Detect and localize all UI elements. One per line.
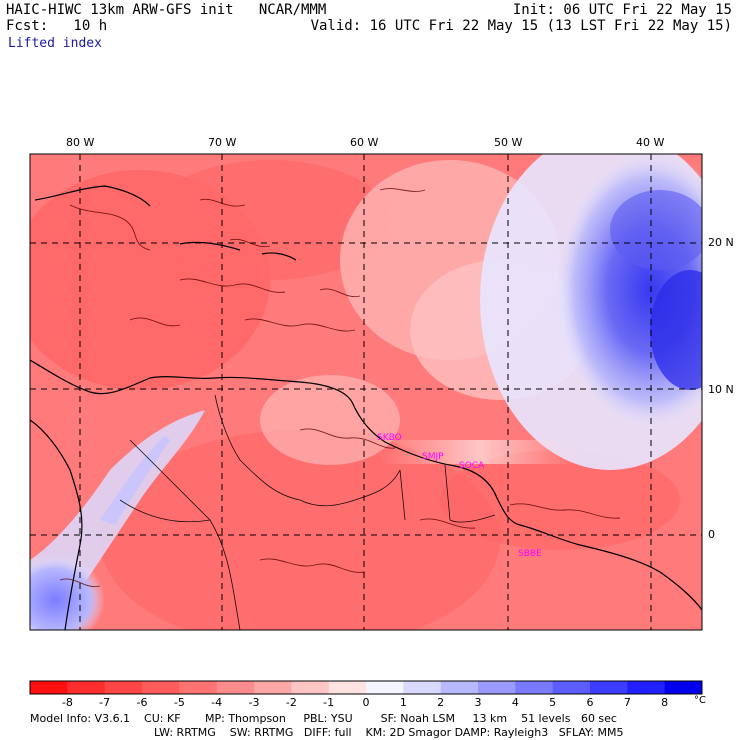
colorbar-swatch [478,681,516,694]
colorbar-tick-label: -1 [323,696,335,709]
colorbar-tick-label: -5 [173,696,185,709]
lat-label-0: 0 [708,528,715,541]
borders [119,394,496,630]
contours [59,188,621,588]
field-name: Lifted index [8,36,102,51]
colorbar-swatch [142,681,180,694]
colorbar-swatch [104,681,143,694]
colorbar-tick-label: -2 [285,696,297,709]
colorbar-swatch [664,681,703,694]
valid-time: Valid: 16 UTC Fri 22 May 15 (13 LST Fri … [310,18,732,34]
colorbar-tick-label: 6 [586,696,594,709]
colorbar-tick-label: 5 [549,696,557,709]
lon-label-50w: 50 W [494,136,523,149]
colorbar-tick-label: -4 [211,696,223,709]
colorbar-frame [29,680,703,695]
colorbar-tick-label: 1 [399,696,407,709]
colorbar-tick-label: -6 [136,696,148,709]
colorbar-tick-label: 0 [362,696,370,709]
lon-label-70w: 70 W [208,136,237,149]
lat-lon-grid [30,154,702,630]
colorbar-tick-label: 2 [437,696,445,709]
colorbar-swatch [30,681,68,694]
colorbar-tick-label: 3 [474,696,482,709]
forecast-hour: Fcst: 10 h [6,18,108,34]
init-time: Init: 06 UTC Fri 22 May 15 [512,2,732,18]
lon-label-80w: 80 W [66,136,95,149]
colorbar-swatch [590,681,628,694]
lat-label-10n: 10 N [708,383,734,396]
colorbar-swatch [366,681,404,694]
colorbar-swatch [67,681,106,694]
coastlines [30,185,702,630]
colorbar-swatch [403,681,442,694]
station-sbbe: SBBE [518,549,542,559]
colorbar-unit: °C [694,695,706,706]
station-soca: SOCA [459,461,485,471]
colorbar-swatch [291,681,330,694]
map-frame [29,153,703,631]
lat-label-20n: 20 N [708,236,734,249]
colorbar-swatch [216,681,255,694]
lon-label-40w: 40 W [636,136,665,149]
model-title: HAIC-HIWC 13km ARW-GFS init NCAR/MMM [6,2,327,18]
colorbar-tick-label: -3 [248,696,260,709]
colorbar-swatch [254,681,292,694]
colorbar-tick-label: 7 [623,696,631,709]
lon-label-60w: 60 W [350,136,379,149]
colorbar-swatch [440,681,479,694]
colorbar-tick-label: 4 [511,696,519,709]
colorbar-swatch [515,681,554,694]
station-skbo: SKBO [377,433,402,443]
colorbar-swatch [328,681,367,694]
colorbar-tick-label: -7 [99,696,111,709]
colorbar [29,680,703,695]
colorbar-tick-label: -8 [61,696,73,709]
lifted-index-field [30,154,702,630]
colorbar-swatch [552,681,591,694]
model-info-line2: LW: RRTMG SW: RRTMG DIFF: full KM: 2D Sm… [154,726,624,739]
colorbar-swatch [179,681,218,694]
model-info-line1: Model Info: V3.6.1 CU: KF MP: Thompson P… [30,712,617,725]
colorbar-tick-label: 8 [661,696,669,709]
station-smjp: SMJP [422,452,444,462]
colorbar-swatch [627,681,666,694]
